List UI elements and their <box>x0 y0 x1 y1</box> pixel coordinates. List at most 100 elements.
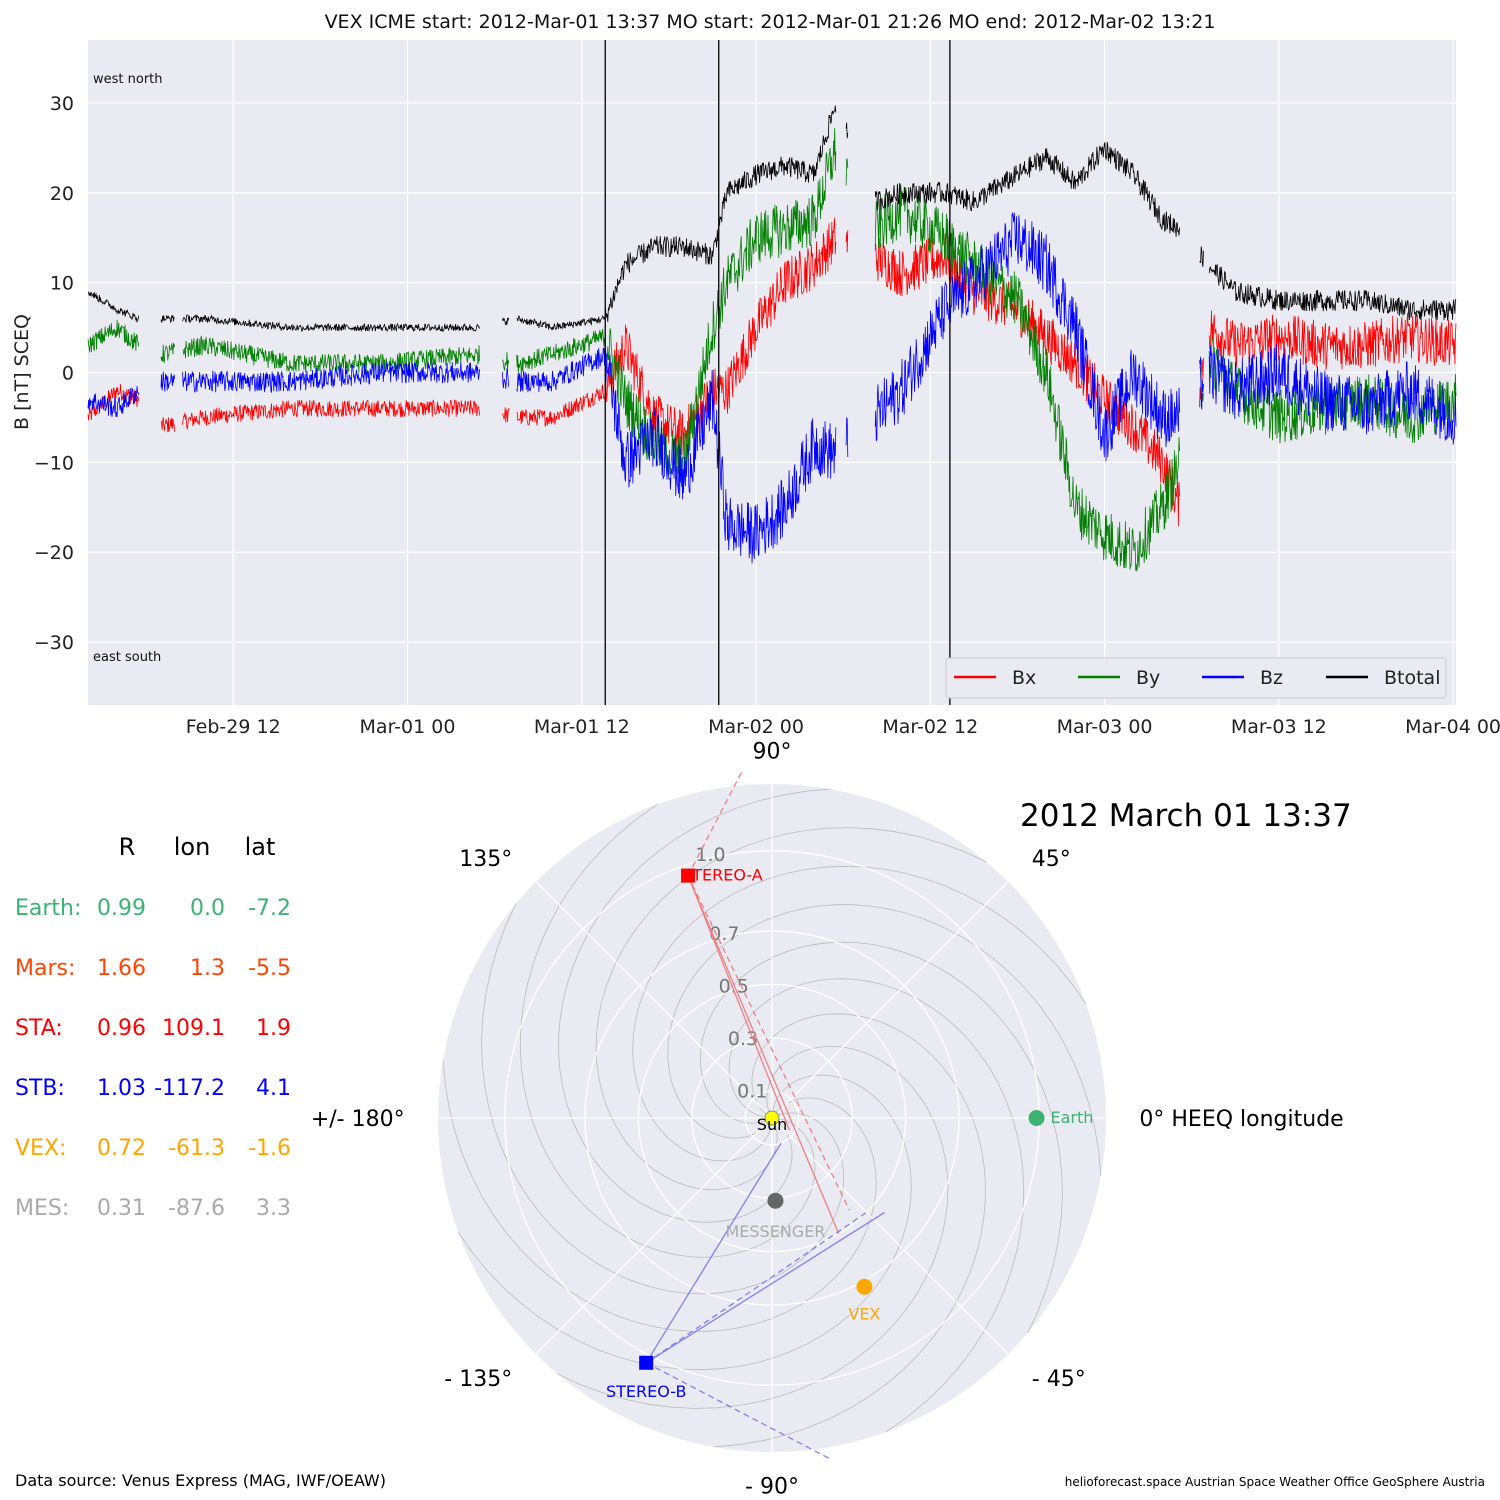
x-tick-label: Mar-01 12 <box>534 716 630 738</box>
angle-label: +/- 180° <box>311 1107 405 1132</box>
table-cell-lon: 1.3 <box>190 956 225 981</box>
angle-label: 90° <box>753 740 792 765</box>
y-tick-label: −30 <box>34 632 74 654</box>
table-cell-lat: 1.9 <box>256 1016 291 1041</box>
radial-tick-labels: 0.10.30.50.71.0 <box>695 844 767 1103</box>
y-tick-label: −20 <box>34 542 74 564</box>
polar-title: 2012 March 01 13:37 <box>1020 798 1352 834</box>
table-row-label: Mars: <box>15 956 75 981</box>
table-cell-lat: 4.1 <box>256 1076 291 1101</box>
angular-gridline <box>771 1117 1009 1355</box>
stereo-b-label: STEREO-B <box>606 1382 686 1401</box>
angular-gridline <box>535 1117 773 1355</box>
angular-gridline <box>771 881 1009 1119</box>
legend: Bx By Bz Btotal <box>945 657 1447 699</box>
stereo-b-marker <box>639 1355 654 1370</box>
table-header: lon <box>174 833 211 861</box>
table-row-label: STB: <box>15 1076 65 1101</box>
annotation-east-south: east south <box>93 650 161 665</box>
x-tick-label: Mar-02 12 <box>882 716 978 738</box>
data-source-text: Data source: Venus Express (MAG, IWF/OEA… <box>15 1471 386 1490</box>
legend-label: Bz <box>1260 667 1283 689</box>
table-cell-lat: -1.6 <box>248 1136 291 1161</box>
sun-marker <box>764 1110 780 1126</box>
table-header: R <box>119 833 136 861</box>
x-tick-label: Mar-01 00 <box>360 716 456 738</box>
legend-label: Bx <box>1012 667 1036 689</box>
stereo-a-fov-line <box>687 875 850 1211</box>
x-tick-label: Mar-02 00 <box>708 716 804 738</box>
table-cell-lat: -7.2 <box>248 896 291 921</box>
x-tick-labels: Feb-29 12 Mar-01 00 Mar-01 12 Mar-02 00 Mar-… <box>186 716 1500 738</box>
table-cell-r: 0.72 <box>97 1136 146 1161</box>
y-tick-label: 20 <box>50 183 74 205</box>
table-row-label: MES: <box>15 1196 69 1221</box>
y-tick-label: 30 <box>50 93 74 115</box>
stereo-a-fov-line <box>687 875 840 1234</box>
table-row-label: VEX: <box>15 1136 66 1161</box>
stereo-b-fov-line <box>645 1362 833 1461</box>
angle-label: 135° <box>459 847 512 872</box>
legend-label: By <box>1136 667 1160 689</box>
parker-spiral-line <box>519 803 816 1258</box>
messenger-marker <box>767 1192 784 1209</box>
table-cell-lon: -87.6 <box>168 1196 225 1221</box>
credits-text: helioforecast.space Austrian Space Weath… <box>1065 1475 1485 1489</box>
y-tick-label: 10 <box>50 273 74 295</box>
spacecraft-positions: Sun Earth STEREO-A STEREO-B VEX MESSENGER <box>606 771 1094 1461</box>
stereo-b-fov-line <box>645 1142 782 1364</box>
x-tick-label: Mar-04 00 <box>1405 716 1500 738</box>
angular-gridline <box>535 881 773 1119</box>
stereo-b-fov-line <box>645 1211 885 1364</box>
table-cell-r: 0.96 <box>97 1016 146 1041</box>
angle-label: - 90° <box>745 1474 799 1499</box>
earth-label: Earth <box>1051 1108 1094 1127</box>
stereo-a-fov-line <box>687 875 791 1131</box>
series-line-bz <box>87 211 1457 564</box>
angle-label: 0° HEEQ longitude <box>1139 1107 1343 1132</box>
table-cell-lon: 109.1 <box>162 1016 225 1041</box>
angle-label: - 45° <box>1032 1367 1086 1392</box>
table-row-label: STA: <box>15 1016 63 1041</box>
table-cell-lon: 0.0 <box>190 896 225 921</box>
parker-spiral-line <box>558 788 831 1223</box>
radial-tick-label: 1.0 <box>695 844 725 866</box>
parker-spiral-line <box>595 827 987 1191</box>
sun-label: Sun <box>757 1115 787 1134</box>
vex-label: VEX <box>848 1305 880 1324</box>
stereo-a-label: STEREO-A <box>682 866 763 885</box>
table-cell-r: 1.03 <box>97 1076 146 1101</box>
stereo-a-marker <box>681 868 696 883</box>
x-tick-label: Feb-29 12 <box>186 716 281 738</box>
messenger-label: MESSENGER <box>725 1222 825 1241</box>
stereo-b-fov-line <box>645 1211 867 1364</box>
table-cell-lat: 3.3 <box>256 1196 291 1221</box>
parker-spiral-line <box>442 1059 877 1332</box>
parker-spiral-line <box>728 978 1025 1433</box>
timeseries-lines <box>87 105 1457 572</box>
radial-tick-label: 0.5 <box>719 975 749 997</box>
y-axis-label: B [nT] SCEQ <box>11 314 33 430</box>
parker-spiral-line <box>632 865 1087 1162</box>
table-header: lat <box>245 833 276 861</box>
table-cell-r: 0.31 <box>97 1196 146 1221</box>
angle-labels: 0° HEEQ longitude 45° 90° 135° +/- 180° - 135… <box>311 740 1344 1500</box>
parker-spiral-line <box>481 903 845 1295</box>
parker-spiral-line <box>699 941 1063 1333</box>
x-tick-label: Mar-03 12 <box>1231 716 1327 738</box>
legend-box <box>945 657 1447 699</box>
table-cell-lat: -5.5 <box>248 956 291 981</box>
radial-tick-label: 0.1 <box>737 1081 767 1103</box>
series-line-btotal <box>87 105 1457 333</box>
table-row-label: Earth: <box>15 896 81 921</box>
x-tick-label: Mar-03 00 <box>1057 716 1153 738</box>
parker-spiral-line <box>667 904 1102 1177</box>
vex-marker <box>856 1278 873 1295</box>
table-cell-lon: -61.3 <box>168 1136 225 1161</box>
y-tick-labels: −30 −20 −10 0 10 20 30 <box>34 93 74 654</box>
table-cell-r: 0.99 <box>97 896 146 921</box>
legend-label: Btotal <box>1384 667 1440 689</box>
event-lines <box>604 40 951 705</box>
